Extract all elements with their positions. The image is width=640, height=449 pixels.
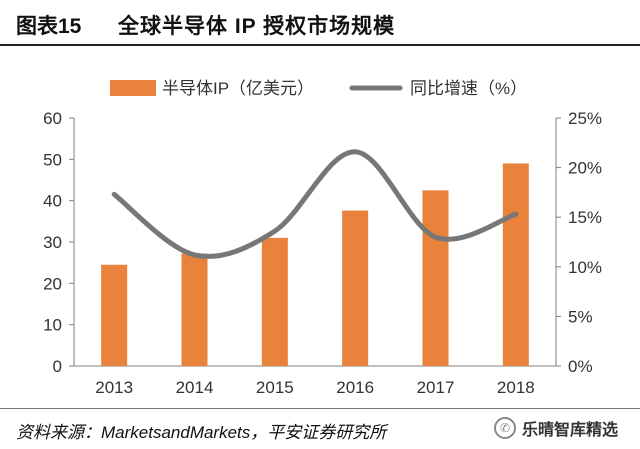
watermark-text: 乐晴智库精选 bbox=[522, 416, 618, 440]
watermark: ✆ 乐晴智库精选 bbox=[494, 415, 618, 441]
x-tick-label: 2014 bbox=[176, 378, 214, 397]
left-tick-label: 60 bbox=[43, 109, 62, 128]
bar bbox=[101, 265, 127, 366]
bar bbox=[423, 190, 449, 366]
bar bbox=[262, 238, 288, 366]
growth-line bbox=[114, 152, 516, 257]
right-tick-label: 20% bbox=[568, 159, 602, 178]
figure-title: 全球半导体 IP 授权市场规模 bbox=[118, 10, 395, 40]
left-tick-label: 20 bbox=[43, 274, 62, 293]
right-tick-label: 10% bbox=[568, 258, 602, 277]
legend-bar-label: 半导体IP（亿美元） bbox=[162, 79, 314, 98]
figure-number: 图表15 bbox=[16, 10, 81, 40]
left-tick-label: 0 bbox=[53, 357, 62, 376]
legend-line-label: 同比增速（%） bbox=[410, 79, 527, 98]
x-tick-label: 2013 bbox=[95, 378, 133, 397]
bar bbox=[182, 254, 208, 366]
bar bbox=[342, 211, 368, 366]
wechat-icon: ✆ bbox=[494, 417, 516, 439]
right-tick-label: 25% bbox=[568, 109, 602, 128]
right-tick-label: 5% bbox=[568, 307, 593, 326]
left-tick-label: 10 bbox=[43, 316, 62, 335]
legend-bar-swatch bbox=[110, 80, 156, 96]
x-tick-label: 2017 bbox=[417, 378, 455, 397]
footer: 资料来源：MarketsandMarkets，平安证券研究所 ✆ 乐晴智库精选 bbox=[0, 408, 640, 449]
left-tick-label: 30 bbox=[43, 233, 62, 252]
x-tick-label: 2016 bbox=[336, 378, 374, 397]
left-tick-label: 40 bbox=[43, 192, 62, 211]
x-tick-label: 2018 bbox=[497, 378, 535, 397]
figure-header: 图表15 全球半导体 IP 授权市场规模 bbox=[0, 0, 640, 46]
right-tick-label: 0% bbox=[568, 357, 593, 376]
chart: 0 10 20 30 40 50 60 0% 5% 10% 15% 20% 25% 2013 2014 201… bbox=[0, 46, 640, 406]
bar bbox=[503, 163, 529, 366]
left-tick-label: 50 bbox=[43, 150, 62, 169]
x-tick-label: 2015 bbox=[256, 378, 294, 397]
right-tick-label: 15% bbox=[568, 208, 602, 227]
source-note: 资料来源：MarketsandMarkets，平安证券研究所 bbox=[16, 418, 386, 443]
